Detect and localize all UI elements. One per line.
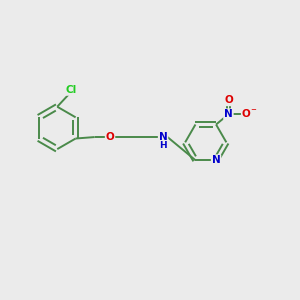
Text: O: O	[224, 95, 233, 105]
Text: ⁻: ⁻	[250, 107, 256, 117]
Text: N: N	[212, 155, 220, 165]
Text: N: N	[159, 132, 167, 142]
Text: Cl: Cl	[66, 85, 77, 95]
Text: O: O	[242, 109, 250, 119]
Text: H: H	[159, 141, 167, 150]
Text: N: N	[224, 109, 233, 119]
Text: O: O	[106, 132, 114, 142]
